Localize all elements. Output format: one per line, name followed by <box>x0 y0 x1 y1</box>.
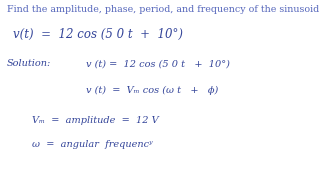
Text: v (t)  =  Vₘ cos (ω t   +   ϕ): v (t) = Vₘ cos (ω t + ϕ) <box>86 86 219 95</box>
Text: v(t)  =  12 cos (5 0 t  +  10°): v(t) = 12 cos (5 0 t + 10°) <box>13 28 183 41</box>
Text: Solution:: Solution: <box>6 59 51 68</box>
Text: Find the amplitude, phase, period, and frequency of the sinusoid: Find the amplitude, phase, period, and f… <box>7 4 319 14</box>
Text: ω  =  angular  frequencʸ: ω = angular frequencʸ <box>32 140 153 149</box>
Text: v (t) =  12 cos (5 0 t   +  10°): v (t) = 12 cos (5 0 t + 10°) <box>86 59 230 68</box>
Text: Vₘ  =  amplitude  =  12 V: Vₘ = amplitude = 12 V <box>32 116 159 125</box>
